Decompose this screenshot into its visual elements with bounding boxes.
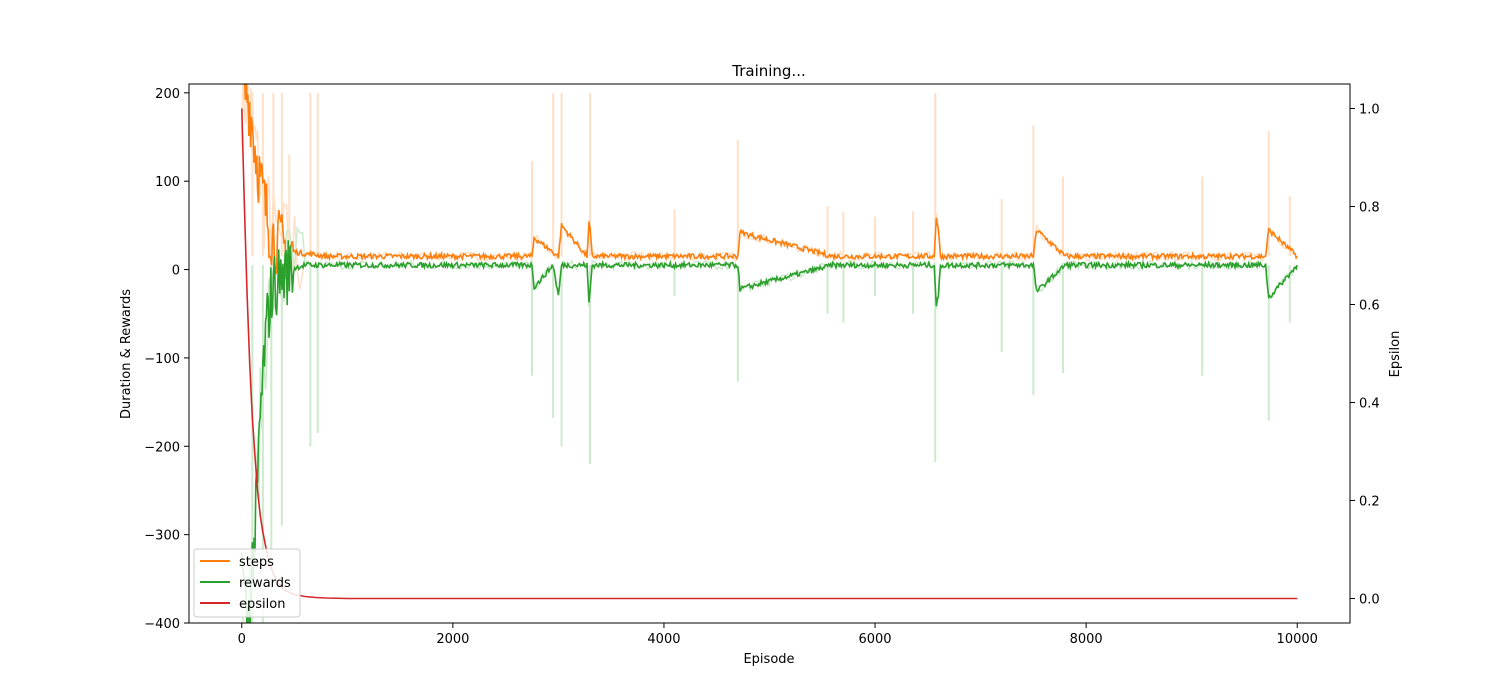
y-tick-label: 200: [155, 87, 180, 102]
y2-axis-label: Epsilon: [1388, 331, 1403, 378]
legend: steps rewards epsilon: [193, 548, 301, 618]
y2-tick-label: 1.0: [1359, 103, 1380, 118]
y2-tick-label: 0.2: [1359, 495, 1380, 510]
y2-tick-label: 0.4: [1359, 397, 1380, 412]
x-tick-label: 10000: [1277, 632, 1318, 647]
y-tick-label: −100: [144, 352, 180, 367]
x-tick-label: 0: [238, 632, 246, 647]
x-tick-label: 6000: [858, 632, 891, 647]
y-tick-label: 100: [155, 175, 180, 190]
y-tick-label: −400: [144, 617, 180, 632]
x-tick-label: 2000: [436, 632, 469, 647]
y-axis-ticks: 200 100 0 −100 −200 −300 −400: [144, 87, 189, 632]
x-axis-ticks: 0 2000 4000 6000 8000 10000: [238, 623, 1318, 647]
x-tick-label: 8000: [1070, 632, 1103, 647]
legend-steps-label: steps: [239, 555, 274, 570]
rewards-series-line: [241, 240, 1298, 623]
y2-tick-label: 0.8: [1359, 201, 1380, 216]
legend-epsilon-label: epsilon: [239, 597, 285, 612]
y-tick-label: −300: [144, 529, 180, 544]
y-tick-label: 0: [172, 264, 180, 279]
x-tick-label: 4000: [647, 632, 680, 647]
x-axis-label: Episode: [743, 652, 794, 667]
y-axis-label: Duration & Rewards: [119, 289, 134, 419]
y2-axis-ticks: 1.0 0.8 0.6 0.4 0.2 0.0: [1350, 103, 1380, 608]
legend-box: [193, 548, 301, 618]
plot-frame: [188, 83, 1351, 624]
y2-tick-label: 0.6: [1359, 299, 1380, 314]
y-tick-label: −200: [144, 440, 180, 455]
chart-title: Training...: [731, 62, 806, 80]
steps-series-line: [244, 84, 1298, 280]
legend-rewards-label: rewards: [239, 576, 291, 591]
y2-tick-label: 0.0: [1359, 593, 1380, 608]
